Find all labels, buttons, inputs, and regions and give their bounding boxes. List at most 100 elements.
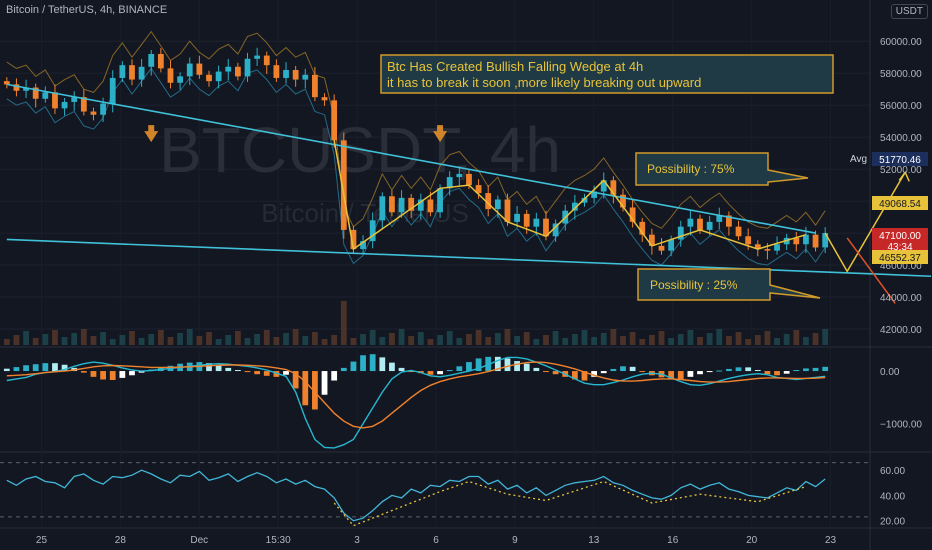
candle-body xyxy=(466,173,472,186)
candle-body xyxy=(119,65,126,78)
candle-body xyxy=(485,193,492,210)
upper-band xyxy=(6,30,826,229)
candle-body xyxy=(408,197,415,211)
macd-histogram-bar xyxy=(215,365,222,372)
candle-body xyxy=(745,236,752,245)
macd-histogram-bar xyxy=(292,371,299,389)
volume-bar xyxy=(793,330,800,345)
candle-body xyxy=(389,196,395,213)
candle-body xyxy=(167,68,174,83)
candle-body xyxy=(109,77,116,104)
macd-histogram-bar xyxy=(610,368,617,372)
bar-timer: 43:34 xyxy=(887,242,912,253)
candle-body xyxy=(639,221,646,235)
macd-histogram-bar xyxy=(745,367,752,372)
volume-bar xyxy=(71,333,78,345)
macd-histogram-bar xyxy=(61,364,68,372)
watermark: BTCUSDT, 4h Bitcoin / TetherUS xyxy=(159,114,561,228)
volume-bar xyxy=(648,335,655,345)
volume-bar xyxy=(754,335,761,345)
macd-histogram-bar xyxy=(543,371,549,373)
volume-bar xyxy=(697,337,703,345)
candle-body xyxy=(475,185,482,194)
volume-bar xyxy=(119,335,126,345)
volume-bar xyxy=(369,330,376,345)
macd-histogram-bar xyxy=(552,371,559,375)
volume-bars xyxy=(3,301,829,345)
headline-line1: Btc Has Created Bullish Falling Wedge at… xyxy=(387,59,643,74)
volume-bar xyxy=(735,332,742,345)
candle-body xyxy=(648,234,655,246)
time-tick-label: 28 xyxy=(115,535,127,546)
time-tick-label: 3 xyxy=(354,535,360,546)
volume-bar xyxy=(167,337,174,345)
volume-bar xyxy=(196,336,203,345)
candle-body xyxy=(283,69,289,78)
volume-bar xyxy=(610,329,617,345)
macd-histogram-bar xyxy=(42,363,49,372)
macd-histogram-bar xyxy=(331,371,338,381)
candle-body xyxy=(302,74,309,80)
tag-1: 49068.54 xyxy=(879,199,921,210)
volume-bar xyxy=(668,338,675,345)
volume-bar xyxy=(129,331,135,345)
macd-histogram-bar xyxy=(466,362,472,372)
candle-body xyxy=(340,140,347,230)
candle-body xyxy=(610,180,617,195)
candle-body xyxy=(504,199,511,222)
macd-histogram-bar xyxy=(369,354,376,372)
macd-histogram-bar xyxy=(764,371,771,375)
wedge-upper-line xyxy=(6,83,816,234)
candle-body xyxy=(571,202,578,211)
macd-histogram-bar xyxy=(514,361,520,372)
candle-body xyxy=(658,245,665,251)
candle-body xyxy=(32,87,39,99)
candle-body xyxy=(427,199,434,213)
candle-body xyxy=(514,213,520,222)
volume-bar xyxy=(408,336,415,345)
volume-bar xyxy=(109,339,116,345)
macd-histogram-bar xyxy=(697,371,703,375)
down-possibility-label: Possibility : 25% xyxy=(650,278,738,292)
macd-histogram-bar xyxy=(302,371,309,406)
macd-histogram-bar xyxy=(591,371,598,377)
macd-tick-label: 0.00 xyxy=(880,367,900,378)
volume-bar xyxy=(302,336,309,345)
candle-body xyxy=(668,239,675,251)
last-price-tag: 47100.00 xyxy=(879,231,921,242)
volume-bar xyxy=(514,336,520,345)
price-axis: 42000.0044000.0046000.0048000.0050000.00… xyxy=(880,37,922,527)
macd-histogram-bar xyxy=(822,366,829,372)
currency-button[interactable]: USDT xyxy=(890,4,928,19)
volume-bar xyxy=(321,339,328,345)
bullish-arrow-icon xyxy=(437,125,444,133)
volume-bar xyxy=(706,333,713,345)
price-tick-label: 42000.00 xyxy=(880,325,922,336)
zigzag-line xyxy=(333,140,807,251)
macd-histogram-bar xyxy=(812,367,819,372)
up-possibility-callout: Possibility : 75% xyxy=(635,152,809,186)
volume-bar xyxy=(783,334,790,345)
macd-histogram-bar xyxy=(119,371,126,378)
volume-bar xyxy=(552,331,559,345)
macd-histogram-bar xyxy=(321,371,328,395)
macd-histogram-bar xyxy=(774,371,780,376)
candle-body xyxy=(735,226,742,237)
up-arrowhead-icon xyxy=(898,170,910,182)
down-possibility-callout: Possibility : 25% xyxy=(637,268,821,301)
price-tick-label: 56000.00 xyxy=(880,101,922,112)
volume-bar xyxy=(456,338,463,345)
candle-body xyxy=(726,215,732,227)
volume-bar xyxy=(61,337,68,345)
candle-body xyxy=(23,87,29,91)
volume-bar xyxy=(533,339,540,345)
symbol-title: Bitcoin / TetherUS, 4h, BINANCE xyxy=(6,4,168,16)
macd-histogram-bar xyxy=(726,368,732,372)
rsi-tick-label: 20.00 xyxy=(880,517,905,528)
candle-body xyxy=(13,84,20,91)
volume-bar xyxy=(186,329,193,345)
candle-body xyxy=(80,97,87,112)
macd-histogram-bar xyxy=(523,363,530,372)
time-tick-label: 16 xyxy=(667,535,679,546)
